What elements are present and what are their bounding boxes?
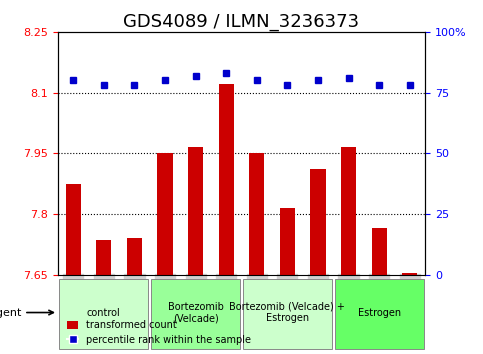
- Text: Bortezomib (Velcade) +
Estrogen: Bortezomib (Velcade) + Estrogen: [229, 302, 345, 323]
- Text: control: control: [87, 308, 121, 318]
- Bar: [311, 170, 326, 275]
- FancyBboxPatch shape: [243, 279, 332, 349]
- Bar: [371, 228, 387, 275]
- Text: Estrogen: Estrogen: [357, 308, 401, 318]
- Bar: [341, 147, 356, 275]
- Bar: [402, 273, 417, 275]
- Bar: [66, 184, 81, 275]
- Bar: [280, 208, 295, 275]
- Bar: [96, 240, 112, 275]
- Text: agent: agent: [0, 308, 53, 318]
- FancyBboxPatch shape: [335, 279, 424, 349]
- FancyBboxPatch shape: [151, 279, 240, 349]
- Legend: transformed count, percentile rank within the sample: transformed count, percentile rank withi…: [63, 316, 255, 349]
- FancyBboxPatch shape: [59, 279, 148, 349]
- Bar: [127, 238, 142, 275]
- Bar: [188, 147, 203, 275]
- Title: GDS4089 / ILMN_3236373: GDS4089 / ILMN_3236373: [124, 13, 359, 30]
- Bar: [219, 85, 234, 275]
- Bar: [157, 153, 173, 275]
- Bar: [249, 153, 265, 275]
- Text: Bortezomib
(Velcade): Bortezomib (Velcade): [168, 302, 224, 323]
